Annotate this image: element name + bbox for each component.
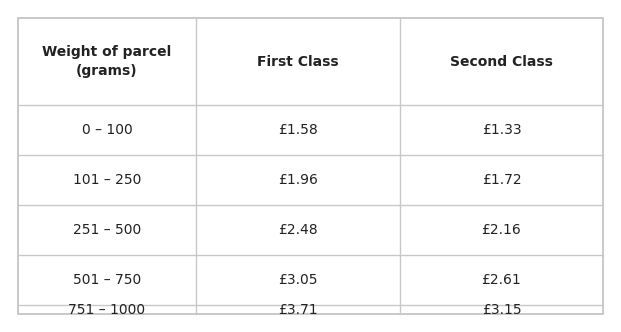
- Text: £1.58: £1.58: [278, 123, 318, 137]
- Text: 501 – 750: 501 – 750: [73, 273, 141, 287]
- Text: £3.71: £3.71: [278, 302, 318, 316]
- Text: 0 – 100: 0 – 100: [81, 123, 132, 137]
- Text: 751 – 1000: 751 – 1000: [68, 302, 145, 316]
- Text: £2.16: £2.16: [482, 223, 522, 237]
- Text: First Class: First Class: [257, 54, 339, 68]
- Text: £1.72: £1.72: [482, 173, 521, 187]
- Text: £2.61: £2.61: [482, 273, 522, 287]
- Text: 251 – 500: 251 – 500: [73, 223, 141, 237]
- Text: 101 – 250: 101 – 250: [73, 173, 141, 187]
- Text: £1.33: £1.33: [482, 123, 521, 137]
- Text: £3.05: £3.05: [278, 273, 318, 287]
- Bar: [18, 18, 603, 314]
- Text: £3.15: £3.15: [482, 302, 521, 316]
- Text: Second Class: Second Class: [450, 54, 553, 68]
- Text: Weight of parcel
(grams): Weight of parcel (grams): [42, 45, 171, 78]
- Text: £1.96: £1.96: [278, 173, 318, 187]
- Text: £2.48: £2.48: [278, 223, 318, 237]
